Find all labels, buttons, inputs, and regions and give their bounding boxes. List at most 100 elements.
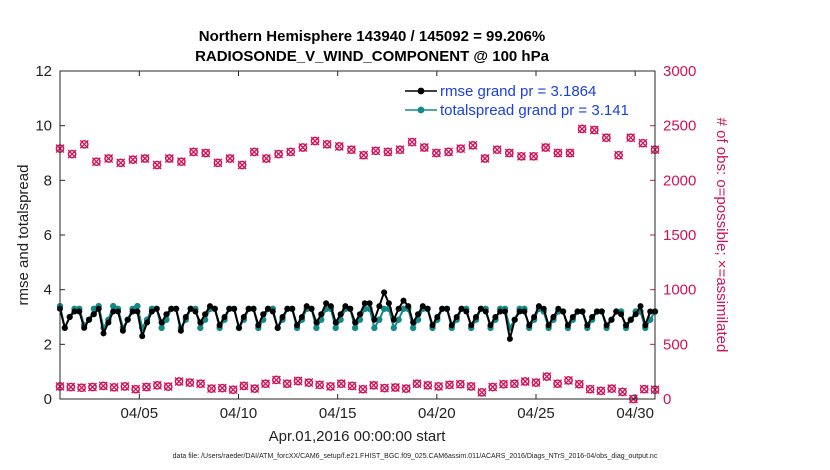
obs-possible-circle bbox=[196, 379, 205, 389]
rmse-point bbox=[86, 316, 92, 323]
obs-possible-circle bbox=[88, 382, 97, 392]
obs-assimilated-cross bbox=[520, 377, 530, 386]
obs-assimilated-cross bbox=[466, 381, 476, 391]
obs-count-upper-marker bbox=[359, 150, 369, 160]
obs-assimilated-cross bbox=[516, 151, 526, 161]
obs-possible-circle bbox=[444, 147, 453, 157]
obs-assimilated-cross bbox=[419, 143, 429, 152]
rmse-point bbox=[526, 322, 533, 329]
left-axis-ticks: 0 2 4 6 8 10 12 bbox=[35, 63, 65, 408]
obs-possible-circle bbox=[237, 160, 247, 170]
obs-assimilated-cross bbox=[431, 148, 441, 158]
rmse-point bbox=[574, 308, 581, 315]
obs-assimilated-cross bbox=[201, 148, 211, 158]
obs-count-lower-marker bbox=[315, 380, 325, 390]
obs-count-lower-marker bbox=[520, 377, 530, 386]
obs-count-lower-marker bbox=[542, 372, 552, 382]
x-tick-label: 04/05 bbox=[121, 405, 159, 422]
legend-rmse-marker bbox=[417, 87, 425, 95]
obs-possible-circle bbox=[98, 381, 108, 391]
obs-count-lower-marker bbox=[293, 376, 303, 386]
obs-count-upper-marker bbox=[565, 148, 575, 158]
totalspread-point bbox=[90, 305, 98, 312]
obs-count-lower-marker bbox=[217, 383, 227, 393]
obs-possible-circle bbox=[77, 383, 86, 393]
obs-assimilated-cross bbox=[553, 379, 563, 389]
obs-assimilated-cross bbox=[261, 154, 271, 163]
obs-assimilated-cross bbox=[239, 381, 249, 391]
rmse-point bbox=[347, 305, 354, 312]
obs-count-lower-marker bbox=[477, 387, 487, 397]
obs-assimilated-cross bbox=[98, 381, 108, 391]
obs-count-lower-marker bbox=[390, 383, 400, 392]
obs-count-lower-marker bbox=[152, 380, 162, 390]
obs-assimilated-cross bbox=[529, 151, 539, 161]
obs-possible-circle bbox=[553, 148, 563, 158]
obs-possible-circle bbox=[140, 154, 150, 163]
obs-count-upper-marker bbox=[529, 151, 539, 161]
obs-assimilated-cross bbox=[401, 384, 411, 394]
obs-assimilated-cross bbox=[407, 137, 417, 147]
rmse-point bbox=[506, 335, 513, 342]
rmse-point bbox=[627, 316, 634, 323]
obs-assimilated-cross bbox=[412, 379, 422, 389]
obs-assimilated-cross bbox=[564, 375, 573, 385]
obs-count-lower-marker bbox=[509, 379, 519, 389]
plot-frame bbox=[59, 70, 656, 400]
obs-count-upper-marker bbox=[322, 139, 332, 149]
obs-assimilated-cross bbox=[310, 136, 320, 146]
obs-assimilated-cross bbox=[614, 150, 624, 160]
obs-possible-circle bbox=[153, 380, 162, 390]
obs-count-lower-marker bbox=[98, 381, 108, 391]
obs-count-upper-marker bbox=[407, 137, 417, 147]
obs-possible-circle bbox=[109, 382, 119, 392]
y-tick-label-left: 10 bbox=[35, 118, 52, 135]
obs-possible-circle bbox=[66, 382, 76, 392]
obs-count-lower-marker bbox=[369, 380, 379, 390]
obs-possible-circle bbox=[638, 138, 648, 148]
obs-count-lower-marker bbox=[109, 382, 119, 392]
y-tick-label-left: 12 bbox=[35, 63, 52, 80]
totalspread-point bbox=[400, 305, 407, 312]
rmse-point bbox=[381, 289, 388, 296]
obs-possible-circle bbox=[565, 148, 575, 158]
rmse-point bbox=[202, 311, 209, 318]
rmse-point bbox=[216, 322, 223, 329]
obs-assimilated-cross bbox=[66, 382, 76, 392]
rmse-point bbox=[81, 324, 88, 331]
obs-count-lower-marker bbox=[261, 379, 270, 389]
obs-count-upper-marker bbox=[480, 154, 490, 163]
obs-count-lower-marker bbox=[466, 381, 476, 391]
obs-assimilated-cross bbox=[334, 141, 344, 151]
obs-possible-circle bbox=[466, 382, 476, 391]
obs-count-lower-marker bbox=[639, 384, 649, 394]
rmse-point bbox=[540, 305, 547, 312]
obs-assimilated-cross bbox=[477, 387, 487, 397]
obs-count-lower-marker bbox=[564, 375, 573, 385]
rmse-point bbox=[269, 308, 276, 315]
obs-assimilated-cross bbox=[250, 384, 260, 394]
obs-count-lower-marker bbox=[282, 379, 292, 389]
rmse-point bbox=[415, 311, 421, 318]
obs-possible-circle bbox=[596, 386, 606, 396]
legend-rmse-label: rmse grand pr = 3.1864 bbox=[440, 83, 596, 100]
y-axis-label-left: rmse and totalspread bbox=[15, 165, 32, 306]
rmse-point bbox=[395, 305, 402, 312]
obs-possible-circle bbox=[517, 151, 526, 161]
rmse-point bbox=[76, 308, 83, 315]
obs-assimilated-cross bbox=[346, 145, 356, 155]
rmse-point bbox=[153, 305, 160, 312]
obs-count-upper-marker bbox=[626, 133, 636, 143]
obs-count-upper-marker bbox=[516, 151, 526, 161]
obs-assimilated-cross bbox=[504, 148, 514, 158]
rmse-point bbox=[550, 314, 557, 320]
obs-possible-circle bbox=[492, 145, 502, 155]
obs-possible-circle bbox=[347, 381, 357, 391]
totalspread-point bbox=[371, 324, 378, 332]
rmse-point bbox=[584, 322, 591, 329]
y-tick-label-left: 8 bbox=[44, 172, 52, 189]
x-axis-label: Apr.01,2016 00:00:00 start bbox=[269, 428, 447, 445]
obs-possible-circle bbox=[282, 379, 292, 389]
legend: rmse grand pr = 3.1864 totalspread grand… bbox=[405, 83, 629, 119]
